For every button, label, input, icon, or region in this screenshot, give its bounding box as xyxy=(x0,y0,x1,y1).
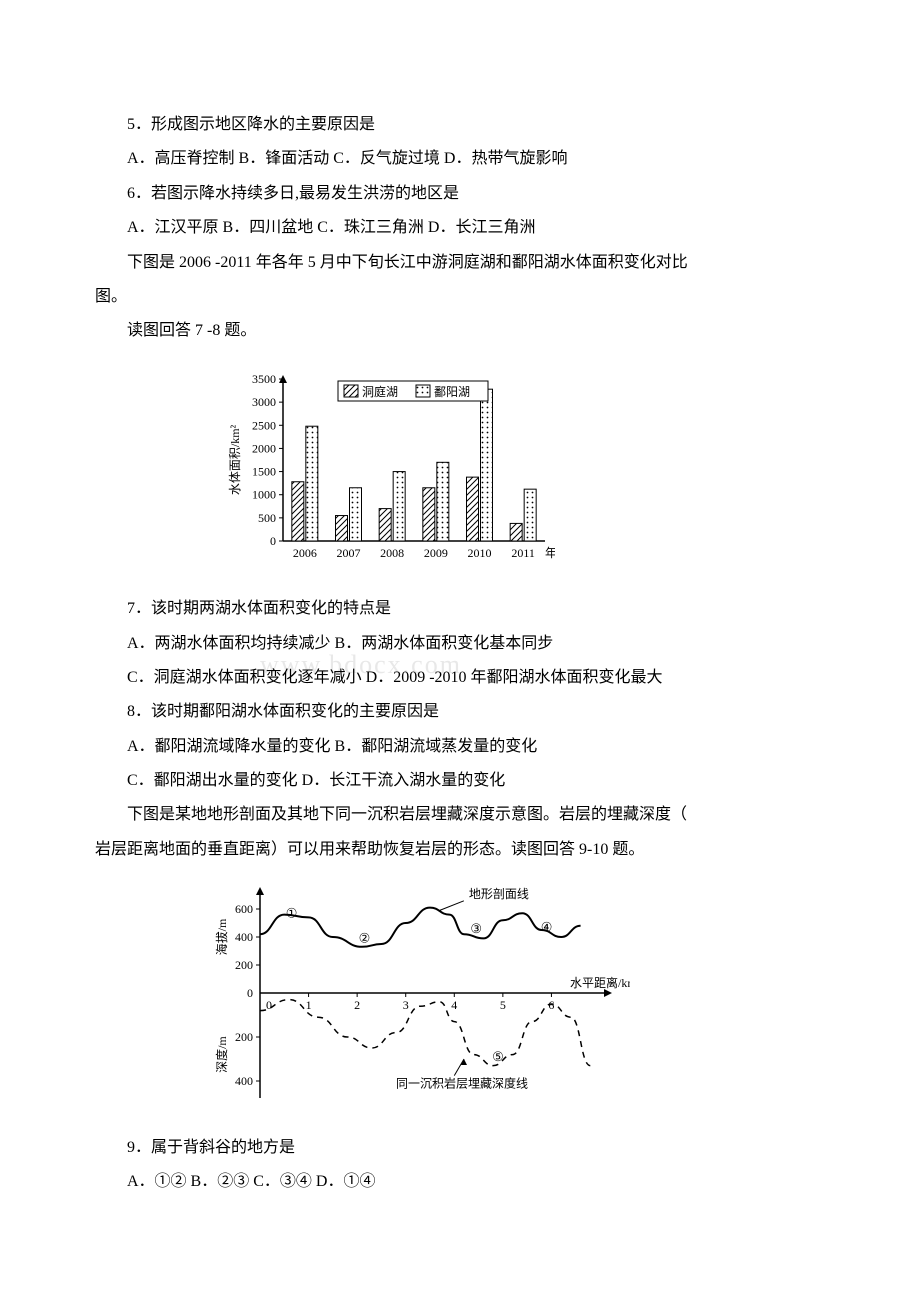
svg-text:2000: 2000 xyxy=(252,441,276,455)
svg-text:200: 200 xyxy=(235,958,253,972)
svg-text:5: 5 xyxy=(500,998,506,1012)
svg-text:2: 2 xyxy=(354,998,360,1012)
svg-text:3000: 3000 xyxy=(252,395,276,409)
svg-text:2009: 2009 xyxy=(424,546,448,560)
svg-text:2011: 2011 xyxy=(511,546,535,560)
q7-opt-line1: A．两湖水体面积均持续减少 B．两湖水体面积变化基本同步 xyxy=(95,629,825,659)
svg-text:3500: 3500 xyxy=(252,372,276,386)
q6-options: A．江汉平原 B．四川盆地 C．珠江三角洲 D．长江三角洲 xyxy=(95,213,825,243)
svg-text:400: 400 xyxy=(235,930,253,944)
q7-stem: 7．该时期两湖水体面积变化的特点是 xyxy=(95,594,825,624)
svg-text:4: 4 xyxy=(451,998,457,1012)
svg-text:鄱阳湖: 鄱阳湖 xyxy=(434,384,470,399)
svg-text:同一沉积岩层埋藏深度线: 同一沉积岩层埋藏深度线 xyxy=(396,1076,528,1091)
svg-text:①: ① xyxy=(286,906,298,921)
svg-text:600: 600 xyxy=(235,902,253,916)
q8-opt-line1: A．鄱阳湖流域降水量的变化 B．鄱阳湖流域蒸发量的变化 xyxy=(95,732,825,762)
intro7-line1: 下图是 2006 -2011 年各年 5 月中下旬长江中游洞庭湖和鄱阳湖水体面积… xyxy=(95,248,825,278)
svg-text:地形剖面线: 地形剖面线 xyxy=(469,887,529,901)
svg-text:1500: 1500 xyxy=(252,464,276,478)
svg-text:2010: 2010 xyxy=(468,546,492,560)
svg-text:②: ② xyxy=(359,931,371,946)
svg-text:③: ③ xyxy=(470,921,482,936)
q5-stem: 5．形成图示地区降水的主要原因是 xyxy=(95,110,825,140)
intro9-line1: 下图是某地地形剖面及其地下同一沉积岩层埋藏深度示意图。岩层的埋藏深度（ xyxy=(95,800,825,830)
intro7-line3: 读图回答 7 -8 题。 xyxy=(95,316,825,346)
svg-text:2500: 2500 xyxy=(252,418,276,432)
intro9-line2: 岩层距离地面的垂直距离）可以用来帮助恢复岩层的形态。读图回答 9-10 题。 xyxy=(95,835,825,865)
svg-text:海拔/m: 海拔/m xyxy=(214,918,229,955)
q8-stem: 8．该时期鄱阳湖水体面积变化的主要原因是 xyxy=(95,697,825,727)
svg-text:④: ④ xyxy=(541,920,553,935)
svg-text:2006: 2006 xyxy=(293,546,317,560)
svg-text:2007: 2007 xyxy=(337,546,361,560)
svg-text:2008: 2008 xyxy=(380,546,404,560)
svg-text:1000: 1000 xyxy=(252,487,276,501)
q7-opt-line2: C．洞庭湖水体面积变化逐年减小 D．2009 -2010 年鄱阳湖水体面积变化最… xyxy=(95,663,825,693)
svg-text:水平距离/km: 水平距离/km xyxy=(570,975,630,990)
svg-text:0: 0 xyxy=(270,534,276,548)
svg-text:洞庭湖: 洞庭湖 xyxy=(362,384,398,399)
svg-text:200: 200 xyxy=(235,1030,253,1044)
q5-options: A．高压脊控制 B．锋面活动 C．反气旋过境 D．热带气旋影响 xyxy=(95,144,825,174)
bar-chart-svg: 0 500 1000 1500 2000 2500 3000 3500 水体面积/km² 2006… xyxy=(225,365,555,565)
svg-text:0: 0 xyxy=(266,998,272,1012)
svg-text:⑤: ⑤ xyxy=(492,1049,504,1064)
intro7-line2: 图。 xyxy=(95,282,825,312)
svg-text:水体面积/km²: 水体面积/km² xyxy=(228,424,242,495)
bar-chart-lake-area: 0 500 1000 1500 2000 2500 3000 3500 水体面积/km² 2006… xyxy=(225,365,825,576)
svg-text:500: 500 xyxy=(258,511,276,525)
svg-text:3: 3 xyxy=(403,998,409,1012)
svg-text:1: 1 xyxy=(306,998,312,1012)
svg-text:年: 年 xyxy=(545,546,555,560)
q8-opt-line2: C．鄱阳湖出水量的变化 D．长江干流入湖水量的变化 xyxy=(95,766,825,796)
svg-text:深度/m: 深度/m xyxy=(214,1036,229,1073)
q9-options: A．①② B．②③ C．③④ D．①④ xyxy=(95,1167,825,1197)
q6-stem: 6．若图示降水持续多日,最易发生洪涝的地区是 xyxy=(95,179,825,209)
svg-text:400: 400 xyxy=(235,1074,253,1088)
profile-chart-terrain: 20040060002004001234560海拔/m深度/m水平距离/km地形… xyxy=(210,883,825,1114)
profile-chart-svg: 20040060002004001234560海拔/m深度/m水平距离/km地形… xyxy=(210,883,630,1103)
q9-stem: 9．属于背斜谷的地方是 xyxy=(95,1133,825,1163)
svg-text:0: 0 xyxy=(247,986,253,1000)
